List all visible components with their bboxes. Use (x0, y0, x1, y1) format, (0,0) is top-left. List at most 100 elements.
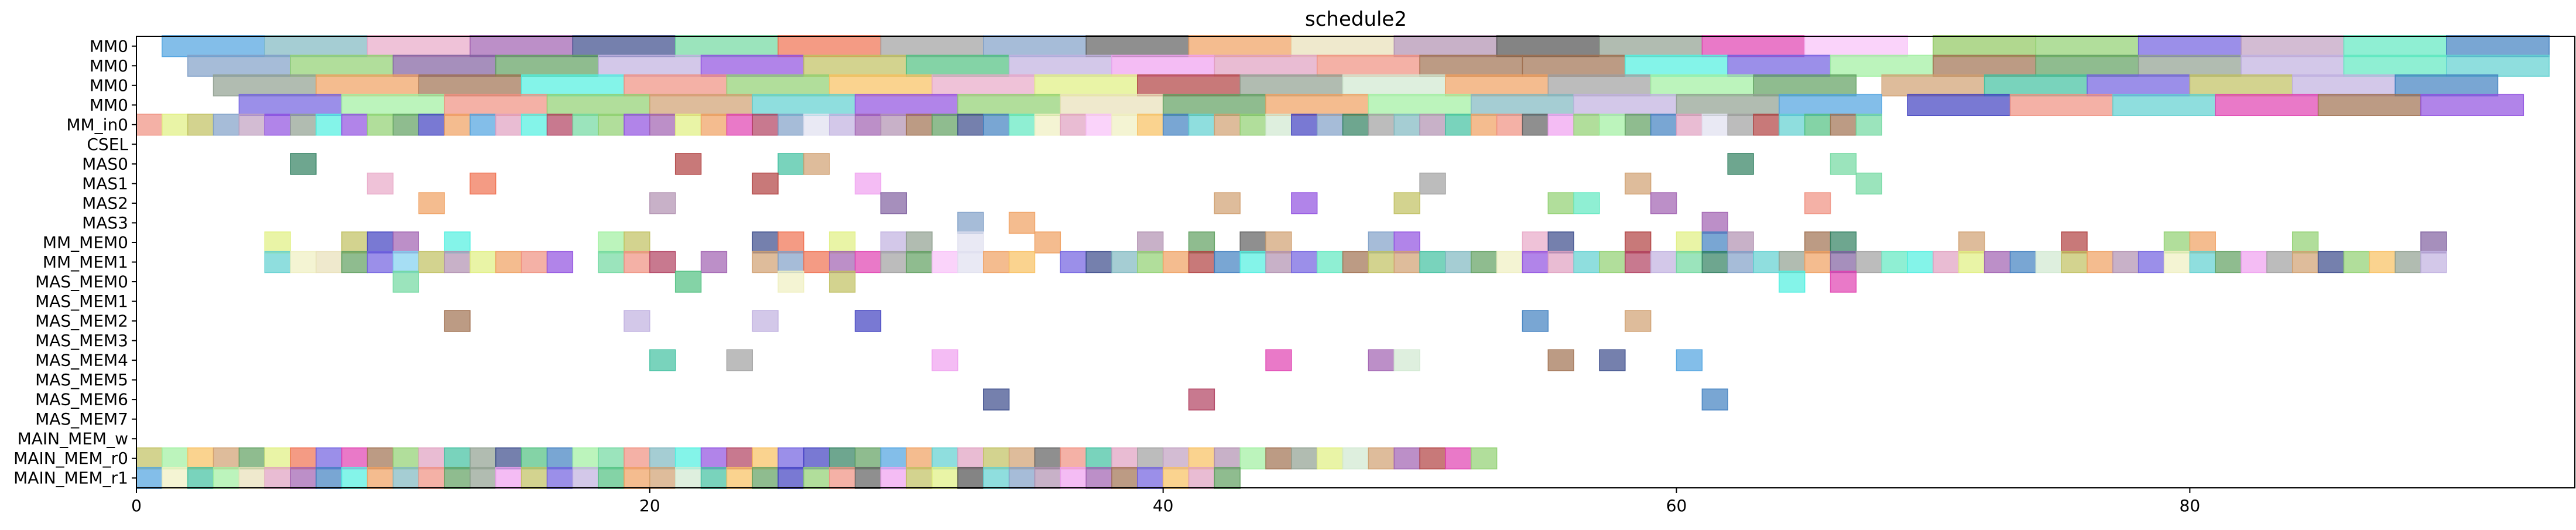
task-bar (2087, 251, 2113, 273)
task-bar (1162, 467, 1190, 489)
task-bar (264, 231, 291, 254)
task-bar (1265, 231, 1292, 254)
task-bar (136, 114, 163, 136)
task-bar (341, 467, 368, 489)
task-bar (2035, 35, 2139, 57)
task-bar (2266, 251, 2293, 273)
task-bar (983, 35, 1087, 57)
task-bar (700, 114, 728, 136)
task-bar (316, 114, 342, 136)
task-bar (162, 114, 189, 136)
task-bar (546, 447, 574, 470)
row-label: MAIN_MEM_w (18, 429, 128, 449)
x-tick-label: 40 (1153, 496, 1174, 515)
task-bar (674, 467, 702, 489)
task-bar (983, 447, 1010, 470)
task-bar (1471, 94, 1574, 117)
task-bar (931, 467, 958, 489)
task-bar (2137, 251, 2165, 273)
task-bar (726, 114, 753, 136)
task-bar (649, 192, 676, 214)
row-label: MAS_MEM1 (35, 292, 128, 311)
task-bar (1625, 231, 1652, 254)
task-bar (1137, 447, 1164, 470)
task-bar (1316, 251, 1344, 273)
task-bar (1368, 231, 1395, 254)
task-bar (1445, 447, 1472, 470)
task-bar (2241, 54, 2345, 77)
task-bar (803, 54, 907, 77)
task-bar (854, 172, 882, 195)
row-label: MAS2 (82, 193, 128, 213)
task-bar (854, 447, 882, 470)
task-bar (418, 74, 522, 97)
task-bar (906, 114, 933, 136)
task-bar (1060, 447, 1087, 470)
task-bar (316, 251, 342, 273)
task-bar (1034, 74, 1138, 97)
task-bar (777, 114, 804, 136)
task-bar (2317, 251, 2345, 273)
task-bar (1676, 349, 1703, 371)
task-bar (572, 467, 599, 489)
task-bar (624, 114, 650, 136)
task-bar (341, 251, 368, 273)
task-bar (598, 447, 625, 470)
task-bar (1496, 114, 1523, 136)
task-bar (803, 114, 830, 136)
plot-frame (136, 36, 2575, 488)
task-bar (264, 467, 291, 489)
task-bar (520, 114, 548, 136)
task-bar (906, 231, 933, 254)
task-bar (1368, 349, 1395, 371)
task-bar (2291, 231, 2319, 254)
task-bar (1830, 153, 1857, 175)
row-label: MM0 (90, 56, 128, 76)
task-bar (752, 447, 779, 470)
task-bar (983, 114, 1010, 136)
task-bar (2009, 251, 2037, 273)
task-bar (572, 114, 599, 136)
task-bar (777, 271, 804, 293)
task-bar (520, 447, 548, 470)
task-bar (1085, 251, 1112, 273)
task-bar (520, 467, 548, 489)
task-bar (418, 467, 445, 489)
task-bar (1599, 251, 1626, 273)
task-bar (392, 114, 420, 136)
task-bar (341, 231, 368, 254)
task-bar (341, 447, 368, 470)
task-bar (238, 94, 342, 117)
task-bar (1393, 192, 1420, 214)
task-bar (1085, 447, 1112, 470)
task-bar (2420, 231, 2447, 254)
row-label: MM_MEM0 (43, 232, 128, 252)
task-bar (1368, 94, 1472, 117)
task-bars (136, 35, 2550, 489)
task-bar (238, 467, 265, 489)
task-bar (290, 251, 317, 273)
task-bar (392, 251, 420, 273)
task-bar (1676, 231, 1703, 254)
task-bar (598, 251, 625, 273)
task-bar (1188, 251, 1215, 273)
task-bar (649, 467, 676, 489)
task-bar (366, 172, 394, 195)
task-bar (1522, 231, 1549, 254)
row-label: MAIN_MEM_r1 (13, 469, 128, 488)
task-bar (444, 114, 471, 136)
task-bar (1830, 251, 1857, 273)
task-bar (1393, 35, 1498, 57)
task-bar (1547, 192, 1574, 214)
task-bar (598, 231, 625, 254)
task-bar (1265, 114, 1292, 136)
task-bar (983, 251, 1010, 273)
task-bar (1522, 114, 1549, 136)
task-bar (1291, 251, 1318, 273)
task-bar (957, 467, 984, 489)
task-bar (1214, 447, 1241, 470)
task-bar (341, 94, 445, 117)
task-bar (470, 172, 496, 195)
task-bar (649, 447, 676, 470)
task-bar (316, 74, 420, 97)
